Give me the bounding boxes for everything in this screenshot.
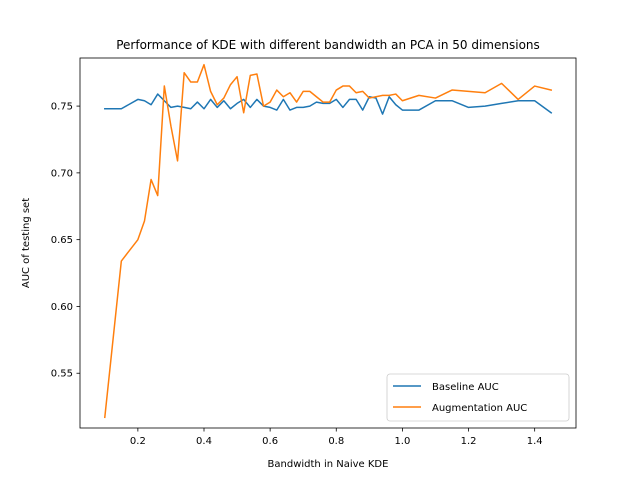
x-tick-label: 0.4 — [196, 436, 212, 447]
y-tick-label: 0.55 — [51, 369, 73, 380]
x-axis-label: Bandwidth in Naive KDE — [268, 459, 389, 470]
legend-label-baseline: Baseline AUC — [432, 382, 499, 393]
y-tick-label: 0.65 — [51, 235, 73, 246]
y-tick-label: 0.60 — [51, 302, 73, 313]
baseline-auc-line — [104, 93, 553, 115]
chart-title: Performance of KDE with different bandwi… — [116, 38, 540, 52]
x-tick-label: 1.4 — [527, 436, 543, 447]
series-layer — [103, 63, 553, 419]
y-axis-label: AUC of testing set — [21, 198, 32, 288]
plot-frame — [79, 57, 577, 429]
y-tick-label: 0.70 — [51, 168, 73, 179]
x-tick-label: 0.8 — [328, 436, 344, 447]
legend-box — [386, 373, 570, 422]
y-axis: 0.55 0.60 0.65 0.70 0.75 — [51, 102, 80, 380]
x-tick-label: 1.0 — [394, 436, 410, 447]
x-axis: 0.2 0.4 0.6 0.8 1.0 1.2 1.4 — [130, 428, 543, 447]
legend-label-augmentation: Augmentation AUC — [432, 403, 527, 414]
y-tick-label: 0.75 — [51, 102, 73, 113]
augmentation-auc-line — [103, 63, 553, 419]
x-tick-label: 0.6 — [262, 436, 278, 447]
x-tick-label: 1.2 — [461, 436, 477, 447]
legend: Baseline AUC Augmentation AUC — [386, 373, 570, 422]
x-tick-label: 0.2 — [130, 436, 146, 447]
plot-area — [79, 57, 577, 429]
